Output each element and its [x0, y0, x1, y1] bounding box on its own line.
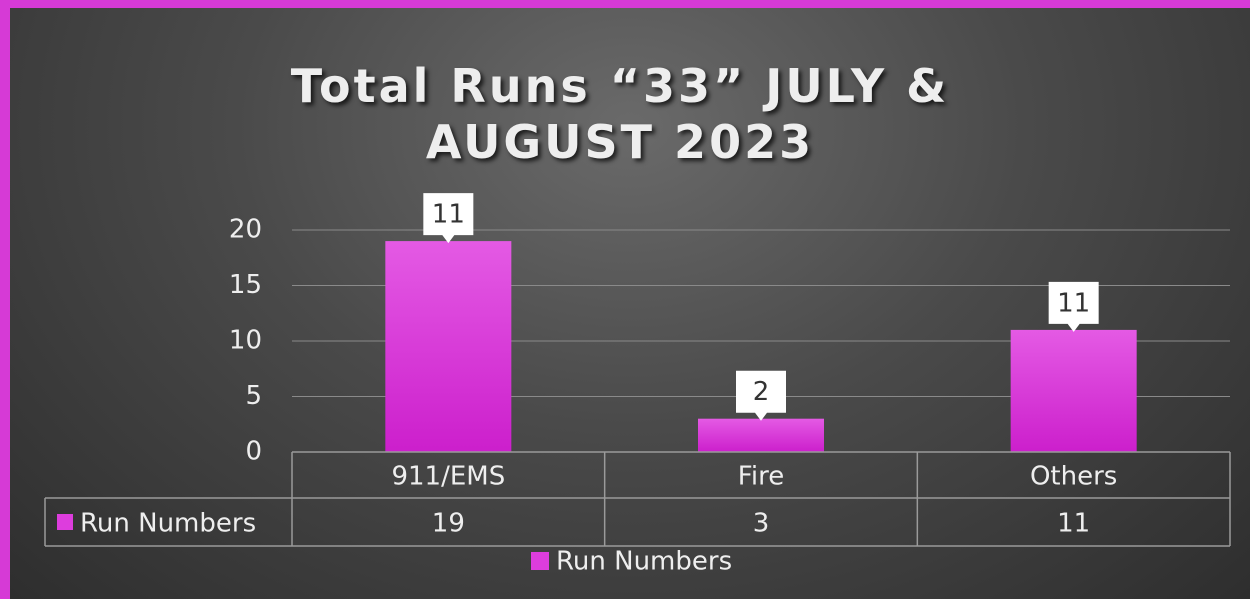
annotation: 11	[432, 200, 465, 230]
y-tick-label: 20	[229, 215, 262, 245]
x-tick-label: Fire	[738, 462, 784, 492]
table-row-header: Run Numbers	[80, 509, 256, 539]
callout-box	[423, 193, 474, 244]
callout-box	[1048, 281, 1099, 332]
chart-area	[10, 8, 1250, 599]
y-tick-label: 5	[245, 381, 262, 411]
bar	[698, 418, 824, 452]
bar	[385, 241, 512, 452]
legend-key	[531, 552, 549, 570]
x-tick-label: Others	[1030, 462, 1117, 492]
y-tick-label: 0	[245, 437, 262, 467]
y-tick-label: 10	[229, 326, 262, 356]
table-value: 19	[432, 509, 465, 539]
annotation: 11	[1057, 288, 1090, 318]
table-value: 11	[1057, 509, 1090, 539]
callout-box	[736, 370, 786, 421]
table-legend-key	[57, 514, 73, 530]
y-tick-label: 15	[229, 270, 262, 300]
annotation: 2	[753, 377, 770, 407]
legend-label: Run Numbers	[556, 547, 732, 577]
bar	[1010, 329, 1137, 452]
x-tick-label: 911/EMS	[391, 462, 505, 492]
table-value: 3	[753, 509, 770, 539]
chart-title: Total Runs “33” JULY & AUGUST 2023	[290, 59, 950, 169]
